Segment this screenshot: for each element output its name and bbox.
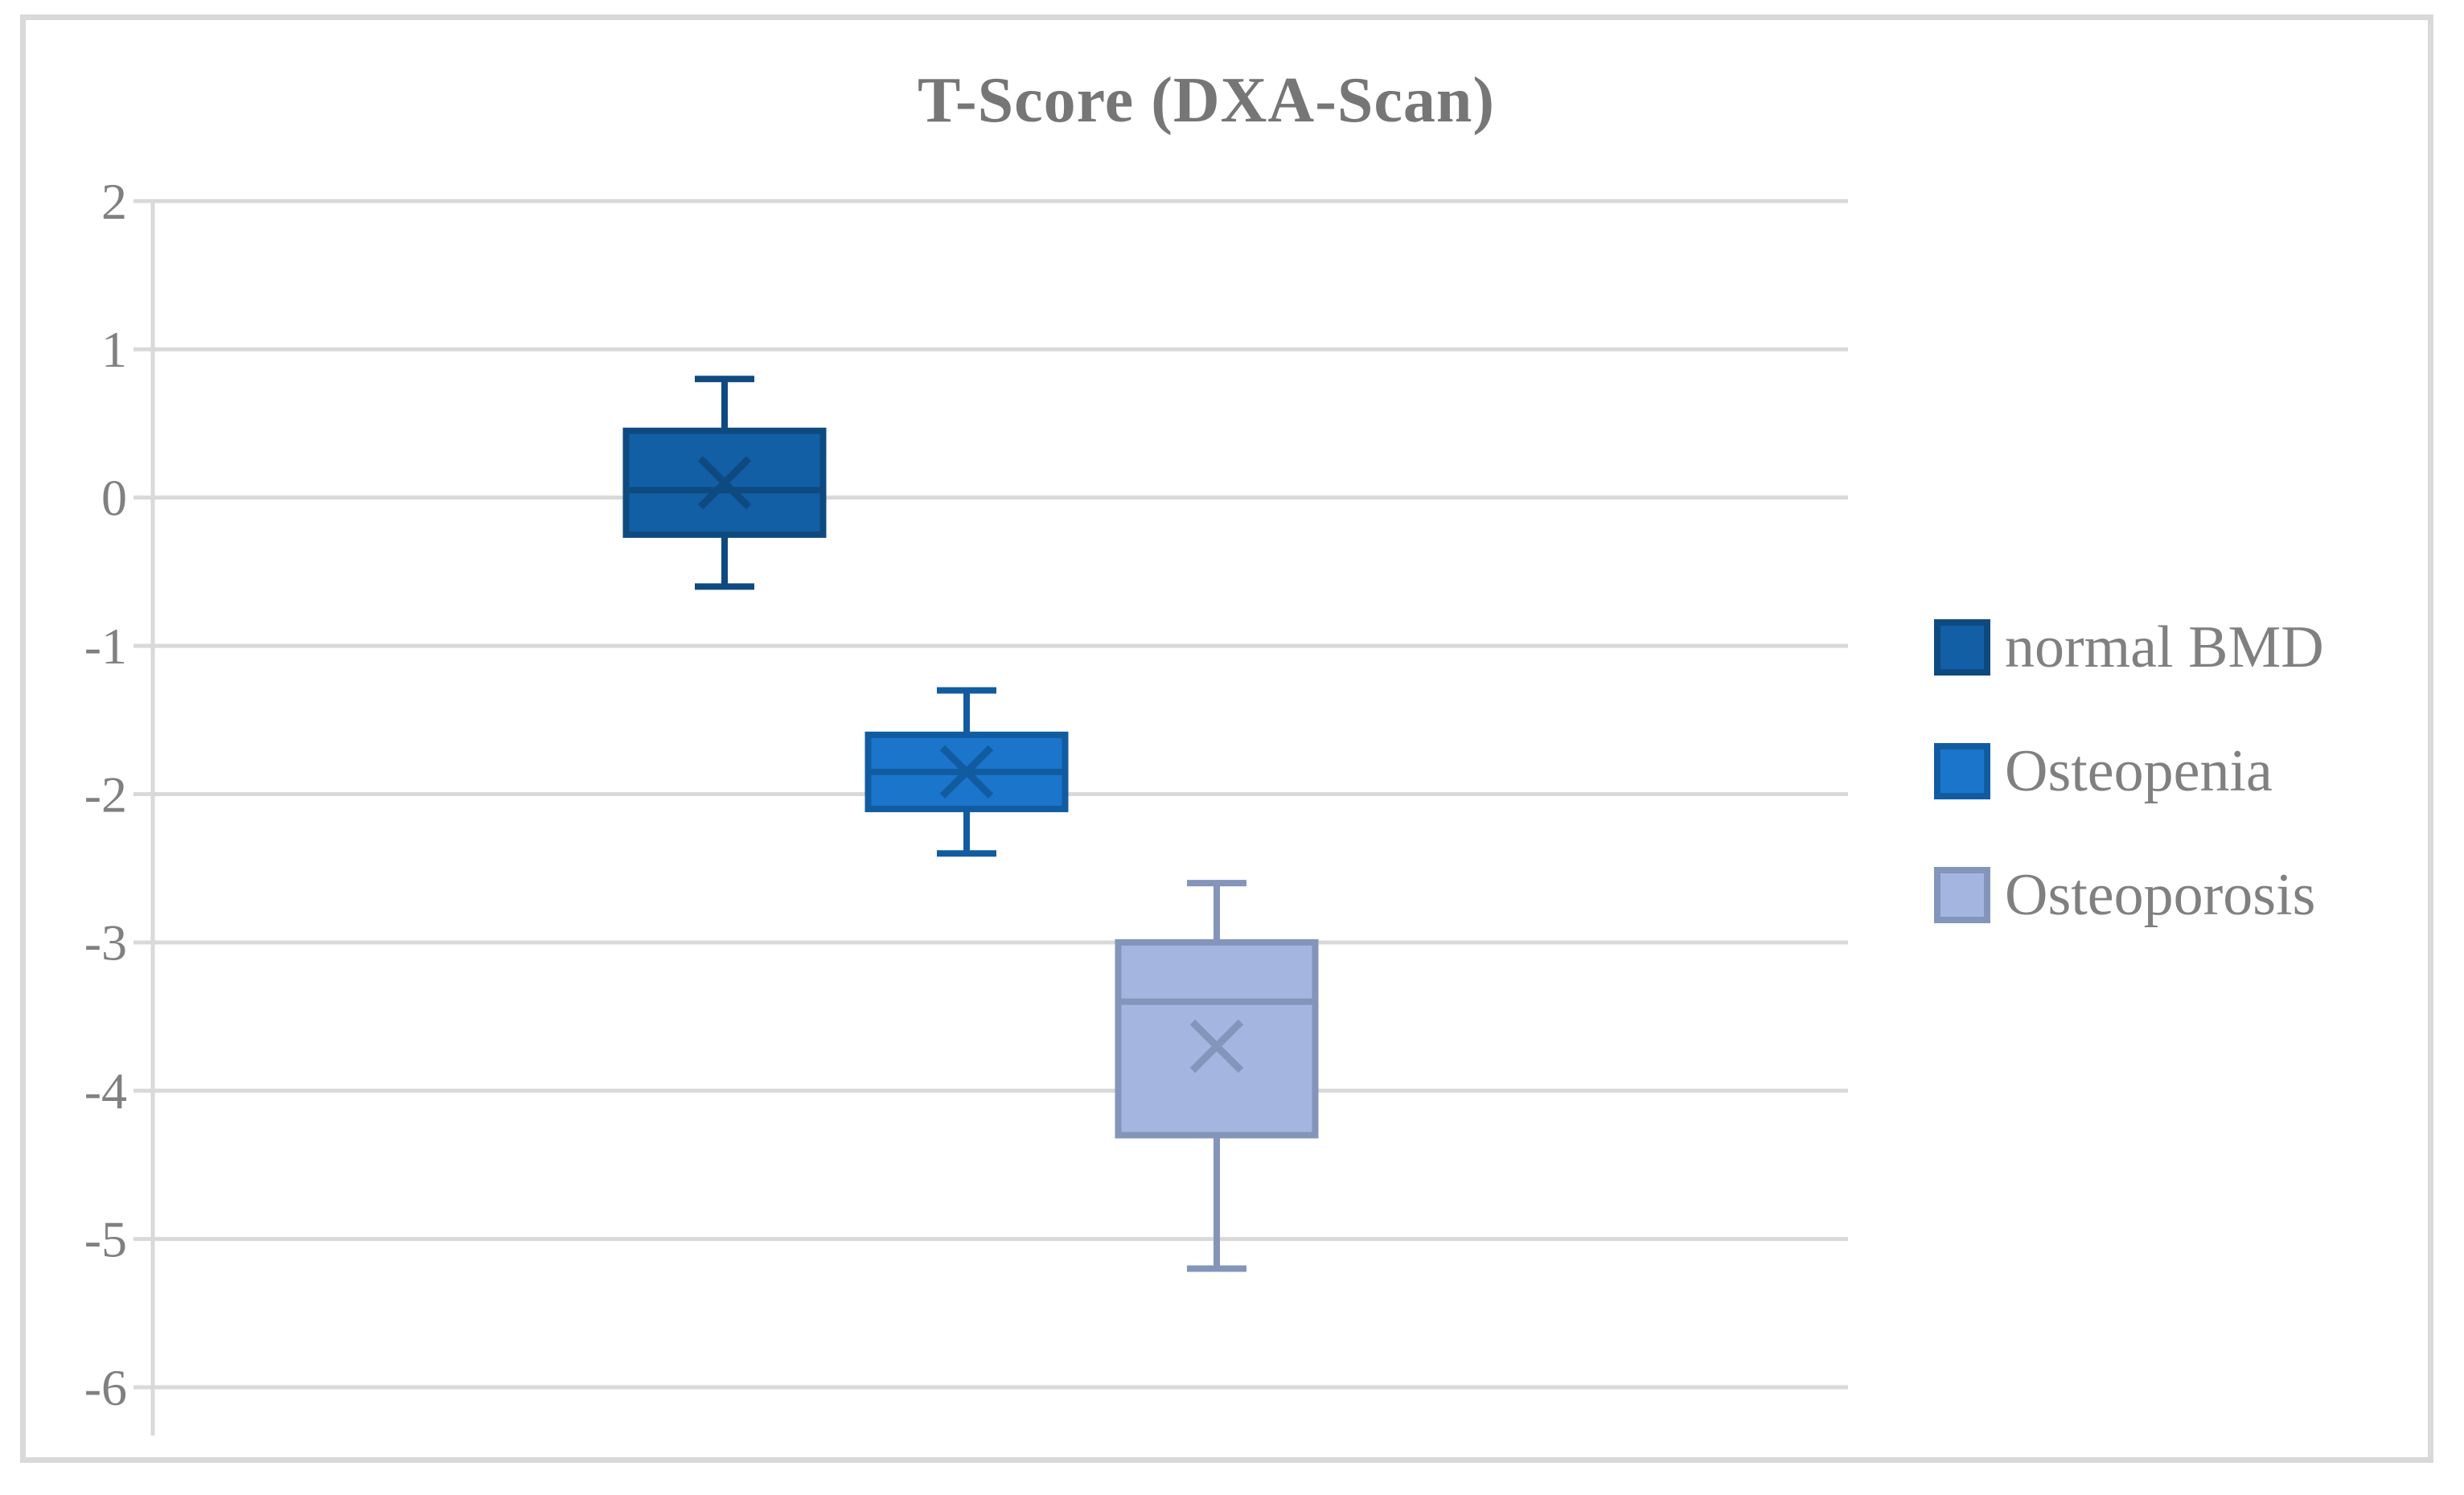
mean-marker-normal-bmd: [697, 456, 752, 510]
chart-legend: normal BMD Osteopenia Osteoporosis: [1934, 618, 2324, 925]
box-osteoporosis: [1115, 938, 1319, 1139]
y-axis-tick-label: 2: [101, 173, 127, 230]
legend-label-osteoporosis: Osteoporosis: [2005, 862, 2316, 928]
y-axis-tick-label: 0: [101, 470, 127, 527]
legend-swatch-osteopenia: [1934, 743, 1990, 799]
y-axis-tick-label: -6: [84, 1359, 127, 1416]
y-axis-tick-label: -4: [84, 1062, 127, 1119]
legend-item-normal-bmd: normal BMD: [1934, 618, 2324, 677]
mean-marker-osteoporosis: [1189, 1019, 1244, 1074]
legend-item-osteoporosis: Osteoporosis: [1934, 865, 2324, 925]
legend-swatch-osteoporosis: [1934, 867, 1990, 923]
chart-outer-border: [20, 14, 2433, 1463]
y-axis-tick-label: 1: [101, 321, 127, 378]
legend-item-osteopenia: Osteopenia: [1934, 741, 2324, 801]
legend-swatch-normal-bmd: [1934, 619, 1990, 676]
chart-title: T-Score (DXA-Scan): [918, 65, 1495, 136]
y-axis-tick-label: -1: [84, 618, 127, 675]
legend-label-normal-bmd: normal BMD: [2005, 614, 2324, 680]
y-axis-tick-label: -5: [84, 1210, 127, 1267]
mean-marker-osteopenia: [939, 745, 994, 799]
y-axis-tick-label: -3: [84, 914, 127, 971]
y-axis-tick-label: -2: [84, 766, 127, 823]
legend-label-osteopenia: Osteopenia: [2005, 738, 2273, 804]
